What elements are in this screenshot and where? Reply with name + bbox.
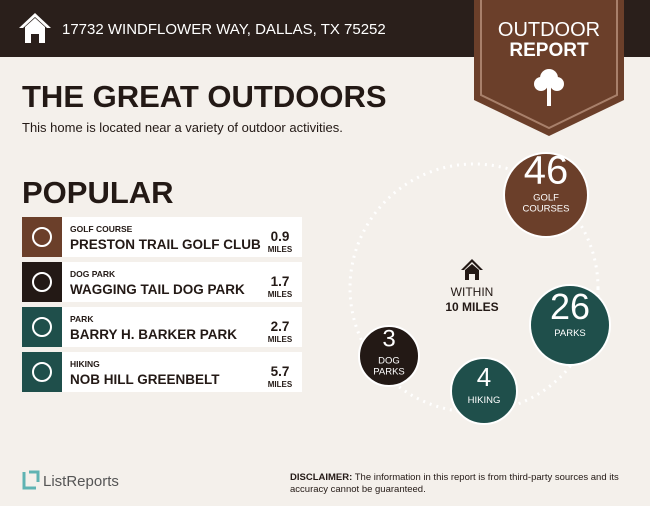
bubble-label: DOG xyxy=(378,356,400,367)
item-unit: MILES xyxy=(268,290,293,299)
subtitle: This home is located near a variety of o… xyxy=(22,120,343,135)
badge-line1: OUTDOOR xyxy=(498,19,600,41)
item-card xyxy=(62,262,302,302)
badge: OUTDOOR REPORT xyxy=(474,0,624,136)
bubble xyxy=(358,325,420,387)
item-icon xyxy=(32,227,52,247)
item-category: HIKING xyxy=(70,359,100,369)
item-card xyxy=(62,352,302,392)
item-name: BARRY H. BARKER PARK xyxy=(70,327,237,342)
item-category: GOLF COURSE xyxy=(70,224,133,234)
center-home-icon xyxy=(461,259,483,280)
item-card xyxy=(62,217,302,257)
bubble-count: 46 xyxy=(524,149,569,193)
item-name: NOB HILL GREENBELT xyxy=(70,372,220,387)
item-icon xyxy=(32,362,52,382)
item-icon-box xyxy=(22,352,62,392)
bubble xyxy=(529,284,611,366)
bubble xyxy=(450,357,518,425)
item-name: PRESTON TRAIL GOLF CLUB xyxy=(70,237,261,252)
bubble-count: 3 xyxy=(382,326,395,353)
item-name: WAGGING TAIL DOG PARK xyxy=(70,282,245,297)
brand-logo xyxy=(22,470,40,490)
item-unit: MILES xyxy=(268,335,293,344)
bubble-label: COURSES xyxy=(523,204,570,215)
bubble-label: GOLF xyxy=(533,193,559,204)
disclaimer: accuracy cannot be guaranteed. xyxy=(290,484,426,495)
home-icon xyxy=(19,13,51,43)
title: THE GREAT OUTDOORS xyxy=(22,79,387,114)
radius-line1: WITHIN xyxy=(451,285,494,299)
item-icon-box xyxy=(22,262,62,302)
item-icon xyxy=(32,317,52,337)
disclaimer-text: The information in this report is from t… xyxy=(355,472,619,483)
item-icon xyxy=(32,272,52,292)
bubble-label: HIKING xyxy=(468,395,501,406)
brand: ListReports xyxy=(43,473,119,490)
item-icon-box xyxy=(22,307,62,347)
badge-line2: REPORT xyxy=(509,40,589,61)
disclaimer: DISCLAIMER: The information in this repo… xyxy=(290,472,619,483)
bubble-label: PARKS xyxy=(373,367,405,378)
item-distance: 5.7 xyxy=(271,364,290,379)
item-card xyxy=(62,307,302,347)
bubble xyxy=(503,152,589,238)
item-distance: 0.9 xyxy=(271,229,290,244)
disclaimer-label: DISCLAIMER: xyxy=(290,472,352,483)
popular-heading: POPULAR xyxy=(22,175,174,210)
bubble-count: 26 xyxy=(550,286,590,327)
item-distance: 1.7 xyxy=(271,274,290,289)
radius-line2: 10 MILES xyxy=(445,300,498,314)
address: 17732 WINDFLOWER WAY, DALLAS, TX 75252 xyxy=(62,21,386,38)
bubble-label: PARKS xyxy=(554,328,586,339)
radius-ring xyxy=(348,162,600,414)
item-unit: MILES xyxy=(268,380,293,389)
item-category: DOG PARK xyxy=(70,269,116,279)
item-distance: 2.7 xyxy=(271,319,290,334)
item-unit: MILES xyxy=(268,245,293,254)
item-category: PARK xyxy=(70,314,94,324)
bubble-count: 4 xyxy=(477,362,491,392)
item-icon-box xyxy=(22,217,62,257)
